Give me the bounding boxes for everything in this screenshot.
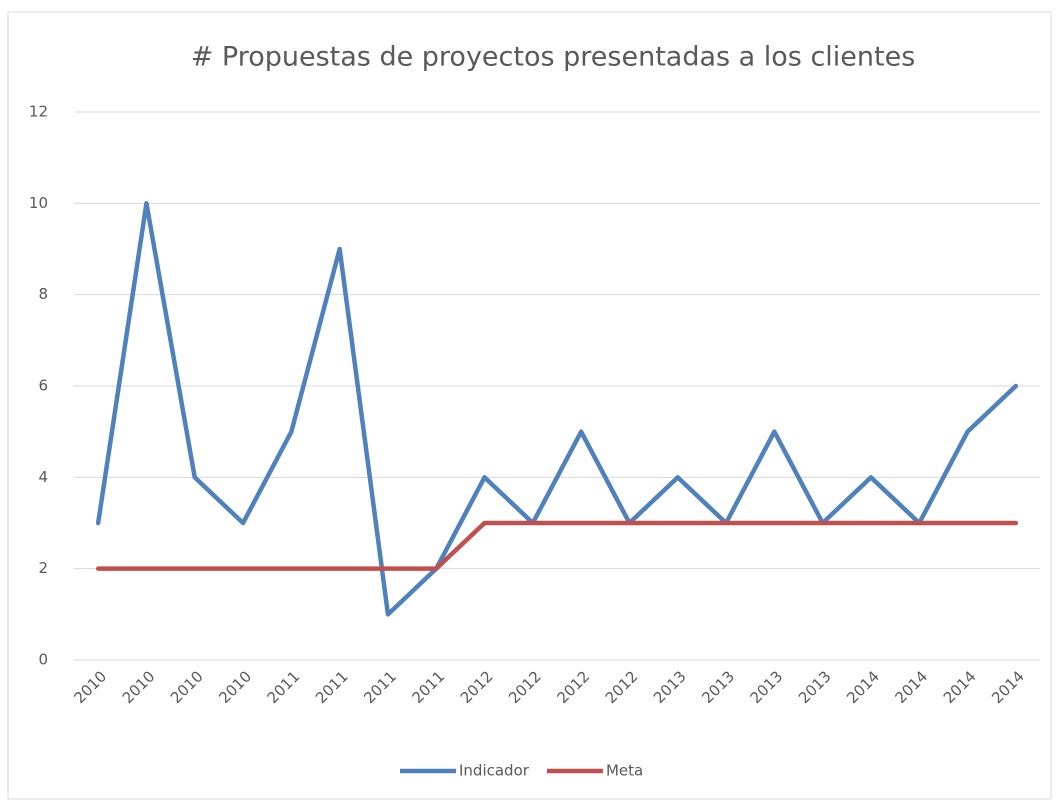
y-tick-label: 2 bbox=[38, 559, 48, 577]
line-series bbox=[95, 201, 1019, 617]
legend-label: Indicador bbox=[459, 762, 530, 780]
y-tick-label: 6 bbox=[38, 377, 48, 395]
legend-label: Meta bbox=[606, 762, 643, 780]
y-tick-label: 4 bbox=[38, 468, 48, 486]
y-tick-label: 10 bbox=[29, 194, 48, 212]
chart-title: # Propuestas de proyectos presentadas a … bbox=[191, 42, 916, 73]
line-series bbox=[95, 520, 1019, 571]
y-tick-label: 8 bbox=[38, 285, 48, 303]
y-tick-label: 12 bbox=[29, 103, 48, 121]
y-tick-label: 0 bbox=[38, 651, 48, 669]
